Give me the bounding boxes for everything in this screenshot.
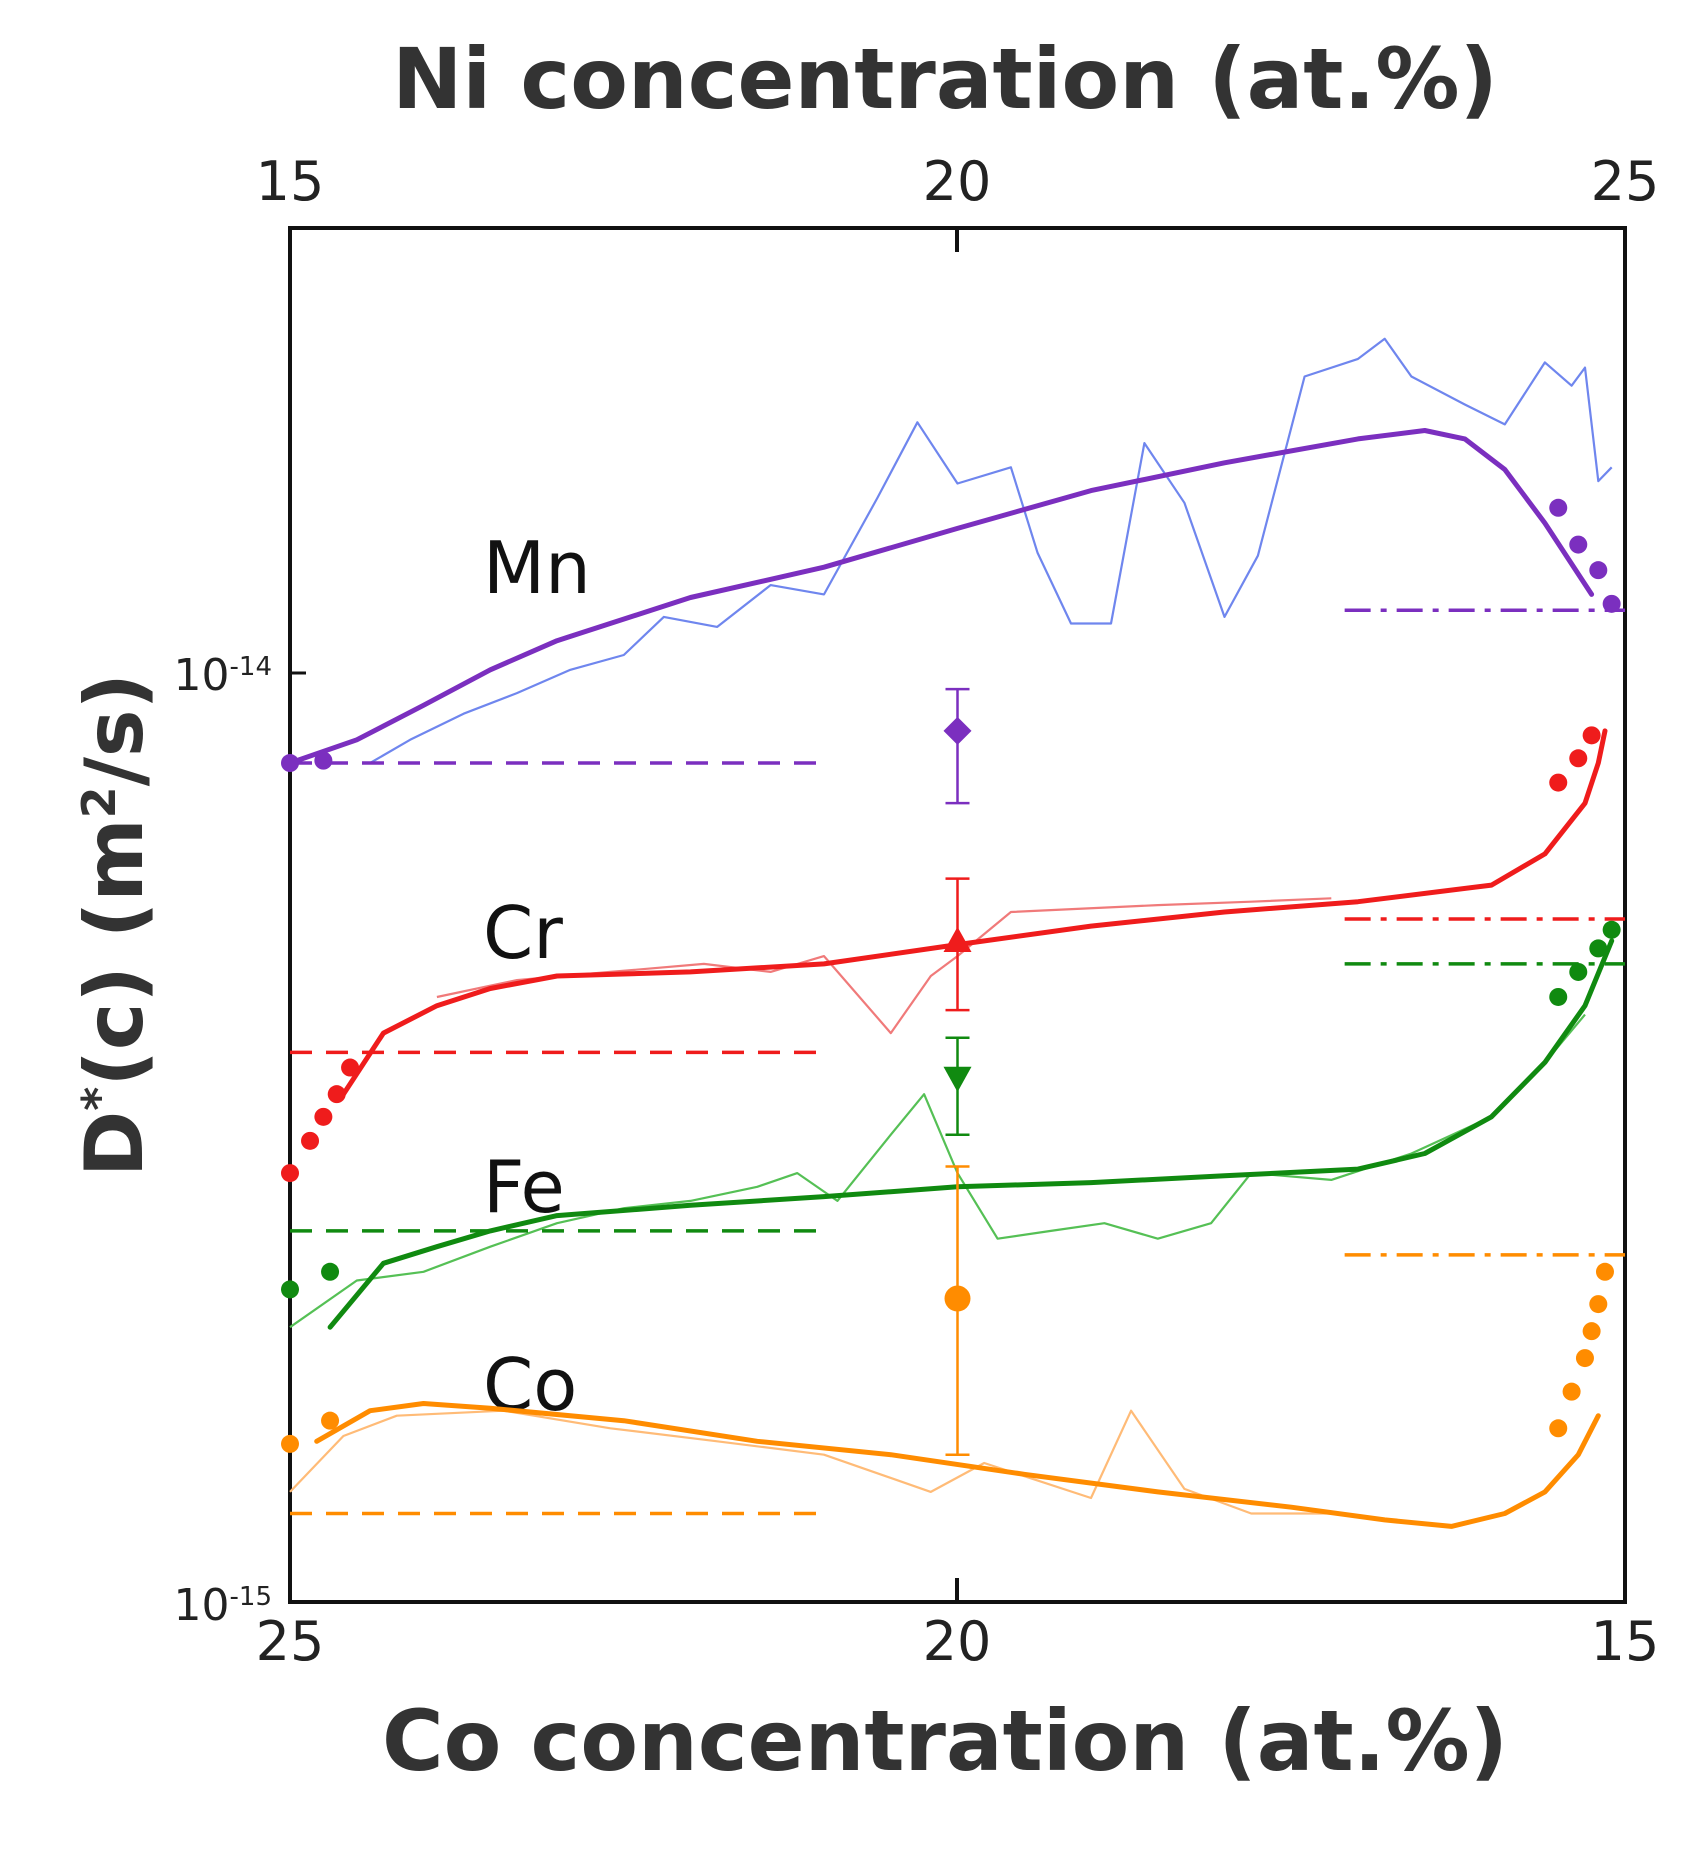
bottom-tick-label-15: 15 <box>1591 1610 1660 1673</box>
fe-fit-line <box>327 938 1615 1330</box>
y-tick-label-1e-14: 10-14 <box>174 650 272 701</box>
y-axis-title-unit-sup: 2 <box>72 786 126 818</box>
bottom-axis: 25 20 15 <box>256 1578 1660 1673</box>
mn-extrap-left-dot-0 <box>281 754 299 773</box>
fe-extrap-right-dot-3 <box>1602 920 1621 939</box>
co-extrap-right-dot-5 <box>1595 1262 1614 1281</box>
co-raw-line <box>289 1409 1332 1515</box>
y-axis-title-main: D <box>68 1111 161 1177</box>
fe-extrap-right-dot-1 <box>1569 962 1588 981</box>
bottom-axis-title: Co concentration (at.%) <box>382 1692 1508 1790</box>
mn-extrap-right-dot-2 <box>1589 561 1608 580</box>
mn-extrap-right-dot-1 <box>1569 535 1588 554</box>
cr-extrap-right-dot-0 <box>1549 773 1568 792</box>
y-tick-exp-1e-14: -14 <box>230 652 272 682</box>
cr-extrap-right-dot-2 <box>1582 726 1601 745</box>
co-tracer-marker <box>944 1285 971 1312</box>
cr-extrap-left-dot-4 <box>341 1058 360 1077</box>
cr-tracer-marker <box>943 926 972 953</box>
cr-extrap-left-dot-0 <box>281 1164 299 1183</box>
series-label-mn: Mn <box>483 526 591 610</box>
y-axis-title-group: D*(c) (m2/s) <box>68 673 161 1177</box>
co-extrap-right-dot-1 <box>1562 1382 1581 1401</box>
bottom-tick-label-20: 20 <box>923 1610 992 1673</box>
co-extrap-right-dot-3 <box>1582 1322 1601 1341</box>
mn-extrap-left-dot-1 <box>314 751 333 770</box>
cr-extrap-left-dot-1 <box>301 1131 320 1150</box>
co-extrap-left-dot-0 <box>281 1434 299 1453</box>
y-axis-title-rest: (c) (m <box>68 818 161 1086</box>
fe-tracer-marker <box>943 1066 972 1092</box>
cr-extrap-right-dot-1 <box>1569 749 1588 768</box>
co-fit-line <box>314 1401 1601 1529</box>
y-tick-base-1e-15: 10 <box>174 1580 230 1631</box>
top-tick-label-25: 25 <box>1591 150 1660 213</box>
y-axis-title: D*(c) (m2/s) <box>68 673 161 1177</box>
mn-extrap-right-dot-3 <box>1602 594 1621 613</box>
top-axis-title: Ni concentration (at.%) <box>392 30 1498 128</box>
mn-tracer-marker <box>943 716 972 745</box>
top-tick-label-15: 15 <box>256 150 325 213</box>
fe-raw-line <box>289 1013 1586 1329</box>
co-extrap-right-dot-2 <box>1575 1349 1594 1368</box>
y-tick-exp-1e-15: -15 <box>230 1582 272 1612</box>
y-axis-title-tail: /s) <box>68 673 161 786</box>
co-extrap-right-dot-0 <box>1549 1419 1568 1438</box>
chart-marks <box>281 337 1625 1529</box>
top-axis: 15 20 25 <box>256 150 1660 252</box>
y-tick-base-1e-14: 10 <box>174 650 230 701</box>
cr-extrap-left-dot-3 <box>327 1085 346 1104</box>
cr-fit-line <box>340 728 1608 1097</box>
top-tick-label-20: 20 <box>923 150 992 213</box>
mn-fit-line <box>287 428 1595 766</box>
fe-extrap-left-dot-0 <box>281 1280 299 1299</box>
y-axis-title-sup: * <box>72 1087 126 1111</box>
fe-extrap-right-dot-2 <box>1589 939 1608 958</box>
fe-extrap-right-dot-0 <box>1549 987 1568 1006</box>
mn-raw-line <box>369 337 1613 764</box>
fe-extrap-left-dot-1 <box>321 1262 340 1281</box>
bottom-tick-label-25: 25 <box>256 1610 325 1673</box>
series-label-cr: Cr <box>483 891 563 975</box>
y-tick-label-1e-15: 10-15 <box>174 1580 272 1631</box>
co-extrap-right-dot-4 <box>1589 1295 1608 1314</box>
co-extrap-left-dot-1 <box>321 1411 340 1430</box>
mn-extrap-right-dot-0 <box>1549 498 1568 517</box>
y-axis: 10-14 10-15 <box>174 650 306 1631</box>
cr-extrap-left-dot-2 <box>314 1107 333 1126</box>
